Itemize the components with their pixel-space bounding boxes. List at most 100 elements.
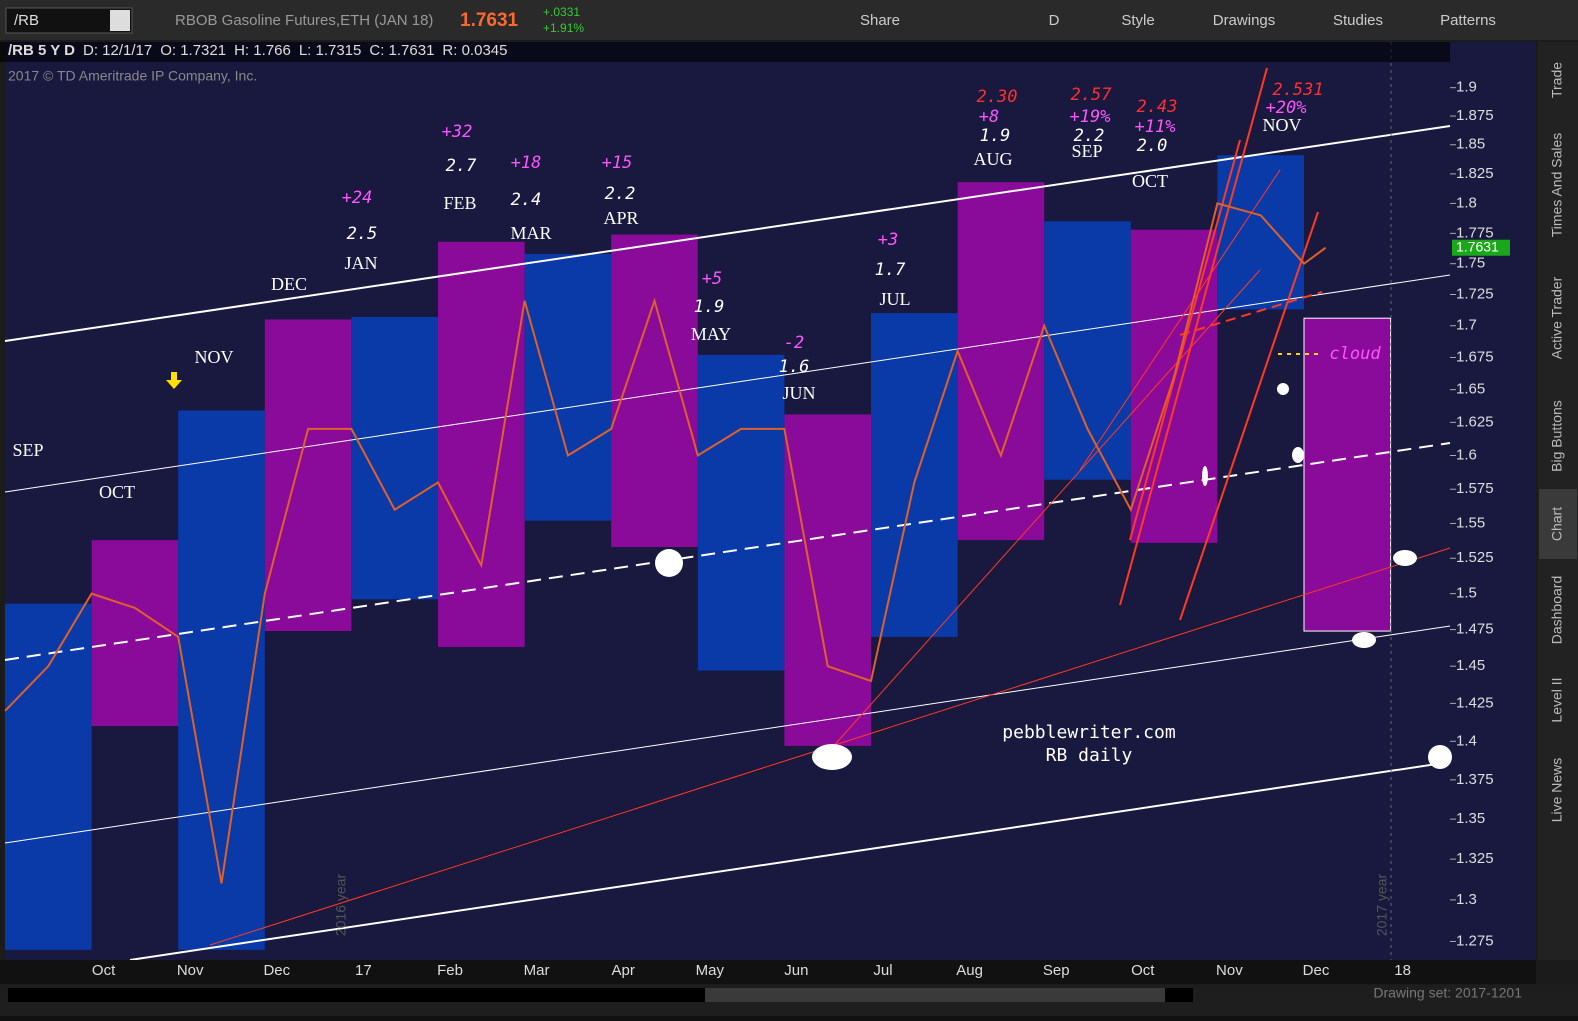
y-tick-label: 1.825 [1456,165,1494,182]
annotation: +18 [511,153,542,173]
y-tick-label: 1.7 [1456,317,1477,334]
change-pct: +1.91% [543,21,584,35]
time-axis-bg [0,960,1536,984]
info-field: C: 1.7631 [369,42,434,59]
annotation: +3 [878,230,898,250]
annotation: OCT [99,482,135,502]
annotation: +15 [602,153,633,173]
trendline [1179,211,1319,621]
info-field: D: 12/1/17 [83,42,152,59]
x-tick-label: Sep [1043,962,1070,979]
sidebar-tab[interactable]: Active Trader [1549,276,1565,359]
y-tick-label: 1.875 [1456,107,1494,124]
month-range [351,316,438,600]
sidebar-tab[interactable]: Chart [1549,507,1565,541]
copyright: 2017 © TD Ameritrade IP Company, Inc. [8,68,257,84]
y-tick-label: 1.45 [1456,657,1485,674]
y-tick-label: 1.3 [1456,891,1477,908]
annotation: 1.9 [980,126,1011,146]
dots [655,383,1452,770]
annotation: pebblewriter.com [1002,722,1175,743]
annotation: SEP [12,440,43,460]
y-tick-label: 1.575 [1456,480,1494,497]
sidebar-tab[interactable]: Trade [1549,62,1565,98]
trendline [4,442,1451,661]
price-axis-bg [1450,42,1536,960]
y-tick-label: 1.325 [1456,850,1494,867]
last-price-tag [1452,239,1510,256]
dot [1352,632,1376,648]
month-range [784,414,871,746]
sidebar-tab[interactable]: Live News [1549,758,1565,823]
y-tick-label: 1.275 [1456,932,1494,949]
annotation: JUN [782,383,815,403]
y-tick-label: 1.4 [1456,732,1477,749]
y-tick-label: 1.65 [1456,381,1485,398]
y-tick-label: 1.725 [1456,285,1494,302]
x-tick-label: Oct [92,962,116,979]
annotation: 1.6 [779,357,810,377]
annotation: +20% [1266,98,1307,118]
month-range [524,253,612,521]
toolbar [0,0,1578,40]
y-tick-label: 1.75 [1456,255,1485,272]
month-range [957,182,1045,541]
annotation: +8 [979,107,999,127]
annotation: NOV [195,347,234,367]
last-price: 1.7631 [460,10,519,31]
x-tick-label: Aug [956,962,983,979]
sidebar-tab[interactable]: Times And Sales [1549,133,1565,238]
trendline [129,761,1451,961]
scroll-thumb[interactable] [705,988,1165,1002]
toolbar-button[interactable]: Drawings [1213,12,1276,29]
dot [655,549,683,577]
annotation: SEP [1071,141,1102,161]
trendlines [4,42,1451,961]
arrow [166,372,182,389]
x-tick-label: 18 [1394,962,1411,979]
y-tick-label: 1.675 [1456,348,1494,365]
x-tick-label: Jun [784,962,808,979]
info-field: O: 1.7321 [160,42,226,59]
toolbar-button[interactable]: Patterns [1440,12,1496,29]
y-tick-label: 1.375 [1456,771,1494,788]
y-tick-label: 1.85 [1456,136,1485,153]
info-field: L: 1.7315 [299,42,362,59]
sidebar-tab[interactable]: Level II [1549,677,1565,722]
month-range [871,313,958,637]
watermark: 2017 year [1374,874,1390,937]
y-tick-label: 1.9 [1456,79,1477,96]
month-range [611,234,698,548]
drawing-set: Drawing set: 2017-1201 [1373,985,1522,1001]
y-tick-label: 1.35 [1456,810,1485,827]
toolbar-button[interactable]: D [1049,12,1060,29]
annotation: 2.2 [1074,126,1105,146]
toolbar-button[interactable]: Style [1121,12,1154,29]
annotation: 2.43 [1137,97,1178,117]
toolbar-button[interactable]: Share [860,12,900,29]
x-tick-label: 17 [355,962,372,979]
dot [812,744,852,770]
annotation: 2.531 [1272,80,1323,100]
x-tick-label: Apr [612,962,635,979]
dot [1277,383,1289,395]
info-field: H: 1.766 [234,42,291,59]
dot [1292,447,1304,463]
annotation: JUL [880,289,911,309]
trendline [1079,169,1281,471]
month-range [91,540,179,727]
annotation: OCT [1132,171,1168,191]
watermark: 2016 year [333,874,349,937]
dot [1202,466,1208,486]
toolbar-button[interactable]: Studies [1333,12,1383,29]
sidebar-tab[interactable]: Dashboard [1549,576,1565,645]
x-tick-label: Nov [177,962,204,979]
annotation: +11% [1135,117,1176,137]
symbol-dropdown[interactable] [110,10,130,31]
info-field: R: 0.0345 [442,42,507,59]
info-bar [0,42,1450,62]
x-tick-label: Feb [437,962,463,979]
sidebar-tab[interactable]: Big Buttons [1549,400,1565,472]
month-range [1044,221,1131,480]
